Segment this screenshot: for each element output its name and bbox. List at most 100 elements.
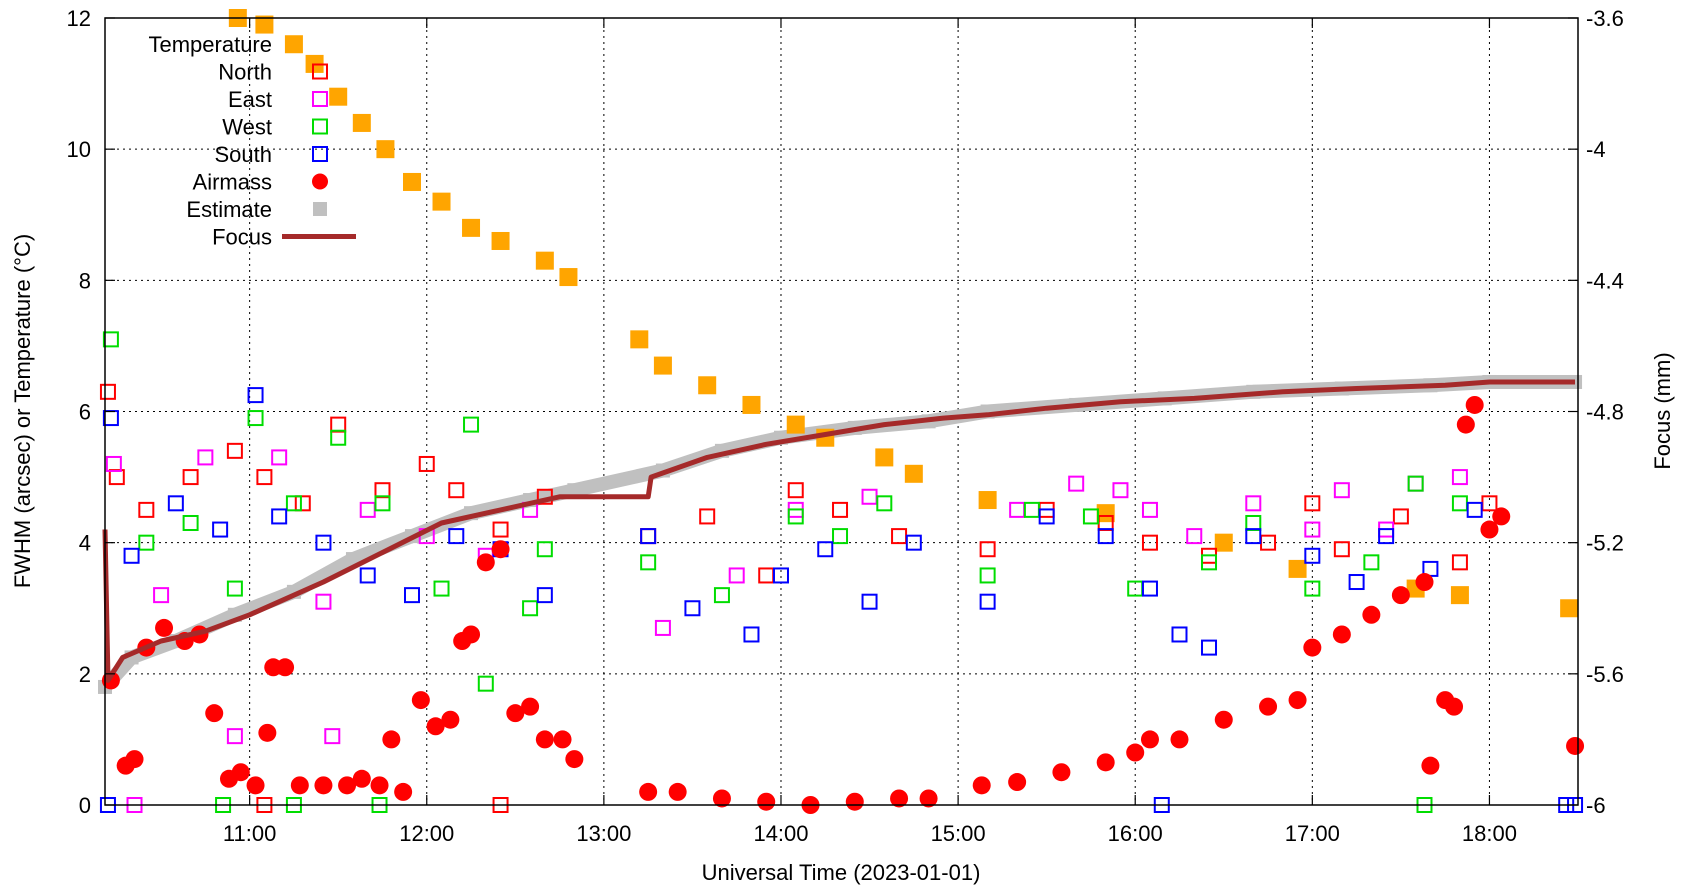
west-point	[640, 554, 657, 571]
legend-item-south: South	[215, 142, 328, 167]
airmass-point	[1140, 730, 1159, 749]
south-point	[1097, 528, 1114, 545]
east-point	[1245, 495, 1262, 512]
north-point	[832, 501, 849, 518]
airmass-point	[276, 658, 295, 677]
temperature-point	[1214, 533, 1233, 552]
temperature-point	[559, 268, 578, 287]
y-tick-label: 8	[79, 268, 91, 293]
east-point	[324, 728, 341, 745]
legend-label: West	[222, 115, 272, 140]
north-point	[758, 567, 775, 584]
airmass-point	[1465, 395, 1484, 414]
airmass-point	[231, 763, 250, 782]
legend-label: North	[218, 60, 272, 85]
north-point	[891, 528, 908, 545]
temperature-point	[402, 172, 421, 191]
legend-swatch	[312, 118, 328, 135]
south-point	[212, 521, 229, 538]
east-point	[105, 455, 122, 472]
east-point	[1068, 475, 1085, 492]
airmass-point	[394, 782, 413, 801]
east-point	[1186, 528, 1203, 545]
north-point	[492, 521, 509, 538]
legend-label: Airmass	[193, 170, 272, 195]
x-tick-label: 18:00	[1462, 821, 1517, 846]
y-axis-label: FWHM (arcsec) or Temperature (°C)	[10, 234, 35, 588]
airmass-point	[1303, 638, 1322, 657]
airmass-point	[1566, 736, 1585, 755]
west-point	[1082, 508, 1099, 525]
west-point	[979, 567, 996, 584]
temperature-point	[535, 251, 554, 270]
airmass-point	[426, 717, 445, 736]
west-point	[787, 508, 804, 525]
north-point	[138, 501, 155, 518]
west-point	[374, 495, 391, 512]
east-point	[1407, 475, 1424, 492]
west-point	[138, 534, 155, 551]
series-east	[105, 449, 1468, 813]
south-point	[1141, 580, 1158, 597]
airmass-point	[125, 750, 144, 769]
temperature-point	[653, 356, 672, 375]
temperature-point	[432, 192, 451, 211]
legend-label: East	[228, 87, 272, 112]
y2-tick-label: -4.4	[1586, 268, 1624, 293]
airmass-point	[639, 782, 658, 801]
north-point	[256, 469, 273, 486]
north-point	[108, 469, 125, 486]
grid	[105, 17, 1578, 806]
temperature-point	[786, 415, 805, 434]
west-point	[1201, 554, 1218, 571]
north-point	[330, 416, 347, 433]
y2-tick-label: -4.8	[1586, 400, 1624, 425]
south-point	[247, 387, 264, 404]
temperature-point	[255, 15, 274, 34]
south-point	[1201, 639, 1218, 656]
west-point	[102, 331, 119, 348]
y2-tick-label: -6	[1586, 793, 1606, 818]
legend-item-west: West	[222, 115, 328, 140]
airmass-point	[1126, 743, 1145, 762]
south-point	[403, 587, 420, 604]
y-tick-label: 12	[67, 6, 91, 31]
south-point	[743, 626, 760, 643]
airmass-point	[491, 540, 510, 559]
east-point	[1112, 482, 1129, 499]
legend-label: Temperature	[148, 32, 272, 57]
west-point	[247, 410, 264, 427]
airmass-point	[314, 776, 333, 795]
north-point	[374, 482, 391, 499]
west-point	[1023, 501, 1040, 518]
airmass-point	[668, 782, 687, 801]
airmass-point	[1456, 415, 1475, 434]
series-west	[102, 331, 1468, 813]
east-point	[226, 728, 243, 745]
series-south	[99, 387, 1584, 813]
east-point	[315, 593, 332, 610]
airmass-point	[205, 704, 224, 723]
west-point	[433, 580, 450, 597]
south-point	[1038, 508, 1055, 525]
north-point	[294, 495, 311, 512]
legend-swatch	[312, 146, 328, 162]
airmass-point	[370, 776, 389, 795]
west-point	[477, 675, 494, 692]
south-point	[905, 534, 922, 551]
temperature-point	[352, 113, 371, 132]
west-point	[463, 416, 480, 433]
legend-item-estimate: Estimate	[186, 197, 327, 222]
east-point	[728, 567, 745, 584]
west-point	[876, 495, 893, 512]
north-point	[1392, 508, 1409, 525]
temperature-point	[904, 464, 923, 483]
south-point	[271, 508, 288, 525]
airmass-point	[535, 730, 554, 749]
temperature-point	[1450, 586, 1469, 605]
north-point	[640, 528, 657, 545]
plot-frame	[104, 17, 1579, 806]
airmass-point	[1332, 625, 1351, 644]
legend-swatch	[313, 202, 327, 216]
